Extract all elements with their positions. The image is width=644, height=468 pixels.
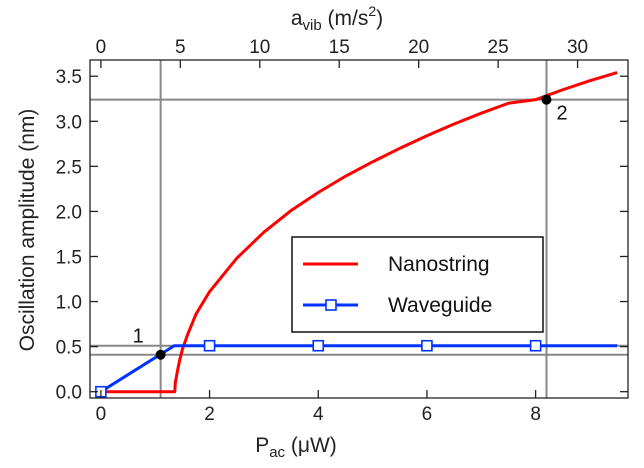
y-tick-label: 1.5 [56,247,82,268]
data-point-waveguide [421,339,433,352]
legend-label-nanostring: Nanostring [388,253,490,276]
top-x-axis-label: avib (m/s2) [291,3,383,34]
top-x-tick-label: 25 [488,37,509,58]
data-point-waveguide [312,339,325,352]
y-tick-label: 3.5 [56,67,82,88]
top-x-tick-label: 20 [408,37,429,58]
y-tick-label: 1.0 [56,293,82,314]
series-line-nanostring [100,71,618,394]
top-x-tick-label: 5 [175,37,186,58]
y-tick-label: 2.0 [56,202,82,223]
highlight-point-1 [155,349,166,360]
legend-marker-waveguide [325,299,337,311]
y-tick-label: 2.5 [56,157,82,178]
top-x-tick-label: 0 [96,37,107,58]
series-layer [95,71,618,398]
x-tick-label: 4 [313,404,324,425]
annotation-label-2: 2 [556,103,567,125]
x-tick-label: 6 [422,404,433,425]
y-tick-label: 0.0 [56,383,82,404]
legend: Nanostring Waveguide [291,236,544,333]
axis-ticks: 0 2 4 6 8 0.0 0.5 1.0 1.5 2.0 2.5 3.0 3.5 0 5 10 15 20 25 3… [56,37,628,425]
x-tick-label: 8 [530,404,541,425]
top-x-tick-label: 30 [567,37,588,58]
x-tick-label: 2 [204,404,215,425]
top-x-tick-label: 15 [329,37,350,58]
y-axis-label: Oscillation amplitude (nm) [16,109,39,352]
x-tick-label: 0 [96,404,107,425]
x-axis-label: Pac (μW) [255,434,337,461]
y-tick-label: 3.0 [56,112,82,133]
top-x-tick-label: 10 [249,37,270,58]
highlight-point-2 [541,94,552,105]
y-tick-label: 0.5 [56,338,82,359]
legend-label-waveguide: Waveguide [388,294,492,317]
highlight-points: 12 [133,94,568,360]
annotation-label-1: 1 [133,326,144,348]
plot-frame [89,59,629,399]
data-point-waveguide [529,339,542,352]
data-point-waveguide [203,339,216,352]
series-line-waveguide [100,344,618,393]
legend-box [291,236,544,333]
